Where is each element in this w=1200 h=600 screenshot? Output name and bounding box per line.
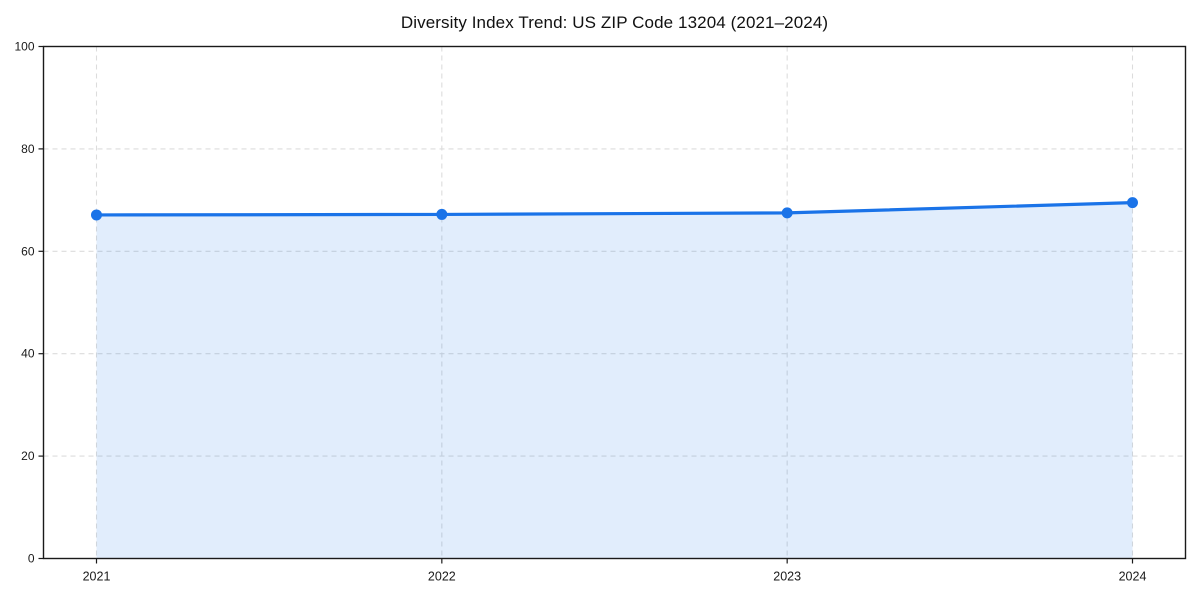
chart-title: Diversity Index Trend: US ZIP Code 13204… bbox=[400, 13, 829, 32]
x-tick-label: 2021 bbox=[83, 570, 111, 584]
area-fill bbox=[96, 202, 1133, 559]
data-point-2024 bbox=[1127, 197, 1138, 209]
x-tick-label: 2023 bbox=[773, 570, 801, 584]
plot-frame bbox=[42, 45, 1187, 560]
y-tick-label: 40 bbox=[21, 347, 35, 361]
data-point-2021 bbox=[91, 209, 102, 221]
trend-line bbox=[94, 201, 1135, 217]
y-tick-label: 60 bbox=[21, 244, 35, 258]
y-tick-label: 20 bbox=[21, 449, 35, 463]
y-tick-label: 0 bbox=[28, 552, 35, 566]
data-point-2023 bbox=[781, 207, 793, 219]
data-point-2022 bbox=[436, 208, 448, 220]
x-tick-label: 2024 bbox=[1119, 570, 1147, 584]
x-tick-label: 2022 bbox=[428, 570, 456, 584]
y-tick-label: 80 bbox=[21, 142, 35, 156]
y-tick-label: 100 bbox=[14, 40, 34, 54]
